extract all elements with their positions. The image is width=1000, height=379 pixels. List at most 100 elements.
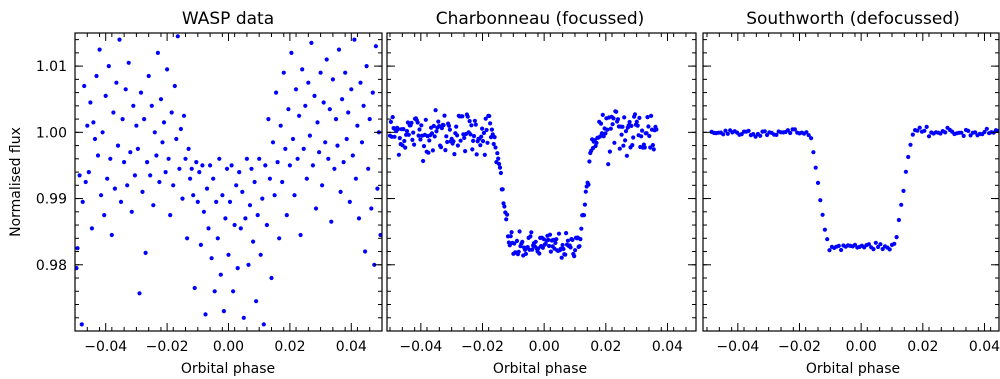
- y-axis-label: Normalised flux: [8, 127, 24, 237]
- data-point: [83, 179, 88, 185]
- data-point: [212, 289, 217, 294]
- data-point: [118, 199, 124, 204]
- data-point: [310, 163, 315, 168]
- data-point: [272, 193, 277, 198]
- data-point: [185, 236, 190, 241]
- data-point: [269, 275, 274, 281]
- data-point: [517, 229, 522, 234]
- x-tick-label: 0.02: [274, 339, 305, 355]
- data-point: [125, 183, 130, 188]
- data-point: [444, 134, 449, 139]
- data-point: [634, 119, 639, 124]
- data-point: [896, 217, 902, 223]
- data-point: [582, 202, 588, 207]
- x-tick-label: 0.04: [336, 339, 367, 355]
- data-point: [651, 147, 656, 152]
- data-point: [470, 147, 475, 152]
- data-point: [489, 127, 494, 132]
- plot-frame-wasp: [74, 32, 383, 332]
- plot-frame-southworth: [702, 32, 1000, 332]
- data-point: [163, 170, 168, 175]
- data-point: [94, 73, 99, 79]
- data-point: [915, 128, 920, 133]
- data-point: [217, 156, 222, 161]
- data-point: [504, 217, 509, 222]
- data-point: [478, 143, 483, 148]
- data-point: [330, 77, 335, 82]
- data-point: [492, 135, 497, 140]
- data-point: [540, 245, 546, 250]
- x-tick-label: −0.04: [716, 339, 759, 355]
- data-point: [529, 230, 534, 235]
- data-point: [105, 176, 110, 181]
- data-point: [326, 156, 331, 161]
- data-point: [429, 131, 435, 136]
- x-tick-label: −0.02: [461, 339, 504, 355]
- data-point: [359, 140, 365, 145]
- marks-charbonneau: [387, 108, 659, 260]
- data-point: [482, 152, 487, 157]
- data-point: [224, 166, 230, 171]
- x-tick-label: −0.04: [84, 339, 127, 355]
- data-point: [102, 213, 107, 218]
- data-point: [180, 196, 185, 201]
- data-point: [436, 119, 441, 124]
- data-point: [388, 119, 393, 124]
- data-point: [151, 203, 156, 208]
- data-point: [498, 170, 503, 176]
- data-point: [298, 232, 303, 238]
- data-point: [172, 83, 177, 89]
- data-point: [894, 235, 899, 240]
- data-point: [356, 216, 362, 221]
- data-point: [423, 117, 428, 122]
- data-point: [235, 266, 240, 271]
- data-point: [603, 131, 608, 136]
- data-point: [114, 80, 119, 85]
- data-point: [148, 173, 153, 178]
- data-point: [622, 115, 627, 120]
- data-point: [809, 136, 814, 141]
- panel-title-charbonneau: Charbonneau (focussed): [436, 9, 645, 29]
- data-point: [487, 113, 492, 119]
- data-point: [134, 123, 139, 128]
- data-point: [201, 209, 206, 214]
- data-point: [137, 291, 142, 296]
- data-point: [397, 136, 402, 141]
- data-point: [649, 113, 654, 118]
- data-point: [443, 148, 448, 153]
- data-point: [135, 146, 140, 151]
- y-tick-label: 0.98: [36, 258, 67, 274]
- data-point: [516, 249, 521, 254]
- data-point: [165, 67, 170, 72]
- data-point: [89, 226, 94, 231]
- data-point: [943, 130, 948, 135]
- data-point: [409, 120, 414, 125]
- data-point: [606, 162, 611, 167]
- data-point: [468, 132, 473, 137]
- data-point: [335, 143, 340, 148]
- data-point: [537, 251, 542, 256]
- data-point: [871, 247, 876, 252]
- data-point: [131, 103, 136, 108]
- data-point: [278, 123, 283, 128]
- data-point: [117, 37, 122, 42]
- data-point: [122, 160, 127, 165]
- data-point: [887, 247, 892, 252]
- data-point: [85, 123, 90, 128]
- data-point: [290, 136, 296, 142]
- data-point: [447, 127, 452, 132]
- data-point: [500, 187, 505, 192]
- x-axis-label-southworth: Orbital phase: [806, 361, 900, 377]
- data-point: [395, 127, 401, 132]
- data-point: [725, 131, 730, 136]
- data-point: [307, 133, 312, 138]
- data-point: [317, 150, 322, 155]
- data-point: [297, 113, 302, 118]
- data-point: [336, 47, 342, 52]
- data-point: [295, 156, 300, 161]
- data-point: [149, 103, 154, 108]
- data-point: [640, 128, 645, 133]
- data-point: [218, 272, 223, 277]
- data-point: [642, 145, 647, 150]
